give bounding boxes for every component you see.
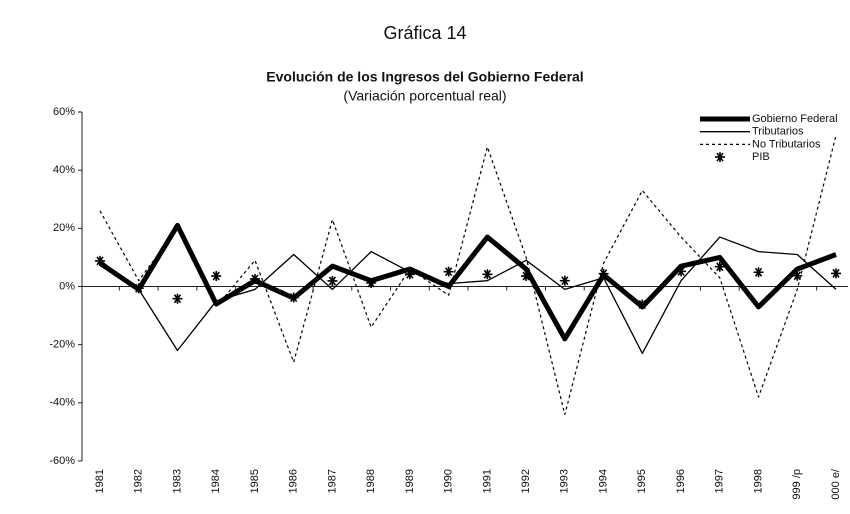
pib-marker-shape xyxy=(559,275,570,286)
pib-marker xyxy=(676,266,687,277)
legend-label: PIB xyxy=(752,151,770,163)
pib-marker-shape xyxy=(598,268,609,279)
legend-label: No Tributarios xyxy=(752,138,821,150)
x-tick-label: 1984 xyxy=(210,469,222,493)
pib-marker xyxy=(714,261,725,272)
pib-marker-shape xyxy=(753,267,764,278)
x-tick-label: 1996 xyxy=(675,469,687,493)
pib-marker xyxy=(482,269,493,280)
pib-marker-shape xyxy=(249,273,260,284)
y-tick-label: -20% xyxy=(49,339,75,351)
pib-marker-shape xyxy=(482,269,493,280)
pib-marker-shape xyxy=(521,271,532,282)
x-tick-label: 1997 xyxy=(714,469,726,493)
pib-marker xyxy=(753,267,764,278)
x-tick-label: 1998 xyxy=(752,469,764,493)
y-tick-label: -60% xyxy=(49,455,75,467)
x-tick-label: 1982 xyxy=(133,469,145,493)
pib-marker xyxy=(715,152,725,163)
pib-marker-shape xyxy=(133,283,144,294)
x-tick-label: 1983 xyxy=(171,469,183,493)
pib-marker xyxy=(172,293,183,304)
pib-marker-shape xyxy=(404,269,415,280)
pib-marker-shape xyxy=(715,152,725,163)
series-line xyxy=(98,222,837,342)
pib-marker-shape xyxy=(792,270,803,281)
x-tick-label: 1993 xyxy=(559,469,571,493)
pib-marker-shape xyxy=(288,292,299,303)
pib-marker-shape xyxy=(714,261,725,272)
x-tick-label: 1985 xyxy=(249,469,261,493)
pib-marker xyxy=(327,275,338,286)
pib-marker xyxy=(598,268,609,279)
pib-marker xyxy=(288,292,299,303)
pib-marker xyxy=(95,255,105,266)
legend-label: Tributarios xyxy=(752,126,804,138)
series-line xyxy=(99,135,837,416)
x-tick-label: 1986 xyxy=(288,469,300,493)
chart-title: Evolución de los Ingresos del Gobierno F… xyxy=(266,69,583,85)
pib-marker xyxy=(366,278,377,289)
x-tick-label: 1981 xyxy=(94,469,106,493)
pib-marker-shape xyxy=(327,275,338,286)
x-tick-label: 999 /p xyxy=(791,469,803,500)
pib-marker xyxy=(559,275,570,286)
pib-marker xyxy=(133,283,144,294)
x-tick-label: 1991 xyxy=(481,469,493,493)
x-tick-label: 1988 xyxy=(365,469,377,493)
heading: Gráfica 14 xyxy=(383,23,466,43)
pib-marker xyxy=(831,268,841,279)
pib-marker xyxy=(443,266,454,277)
x-tick-label: 000 e/ xyxy=(830,468,842,500)
pib-marker xyxy=(521,271,532,282)
pib-marker-shape xyxy=(637,299,648,310)
pib-marker-shape xyxy=(95,255,105,266)
pib-marker xyxy=(404,269,415,280)
pib-marker-shape xyxy=(211,271,222,282)
pib-marker xyxy=(211,271,222,282)
x-tick-label: 1987 xyxy=(326,469,338,493)
y-tick-label: -40% xyxy=(49,397,75,409)
y-tick-label: 0% xyxy=(59,280,75,292)
pib-marker xyxy=(792,270,803,281)
y-tick-label: 40% xyxy=(53,164,75,176)
x-tick-label: 1994 xyxy=(597,469,609,493)
y-tick-label: 20% xyxy=(53,222,75,234)
pib-marker xyxy=(637,299,648,310)
chart-subtitle: (Variación porcentual real) xyxy=(343,88,506,104)
x-tick-label: 1992 xyxy=(520,469,532,493)
pib-marker-shape xyxy=(172,293,183,304)
pib-marker-shape xyxy=(366,278,377,289)
x-tick-label: 1990 xyxy=(443,469,455,493)
legend-label: Gobierno Federal xyxy=(752,113,838,125)
x-tick-label: 1989 xyxy=(404,469,416,493)
x-tick-label: 1995 xyxy=(636,469,648,493)
pib-marker-shape xyxy=(831,268,841,279)
y-tick-label: 60% xyxy=(53,106,75,118)
pib-marker-shape xyxy=(443,266,454,277)
pib-marker-shape xyxy=(676,266,687,277)
pib-marker xyxy=(249,273,260,284)
